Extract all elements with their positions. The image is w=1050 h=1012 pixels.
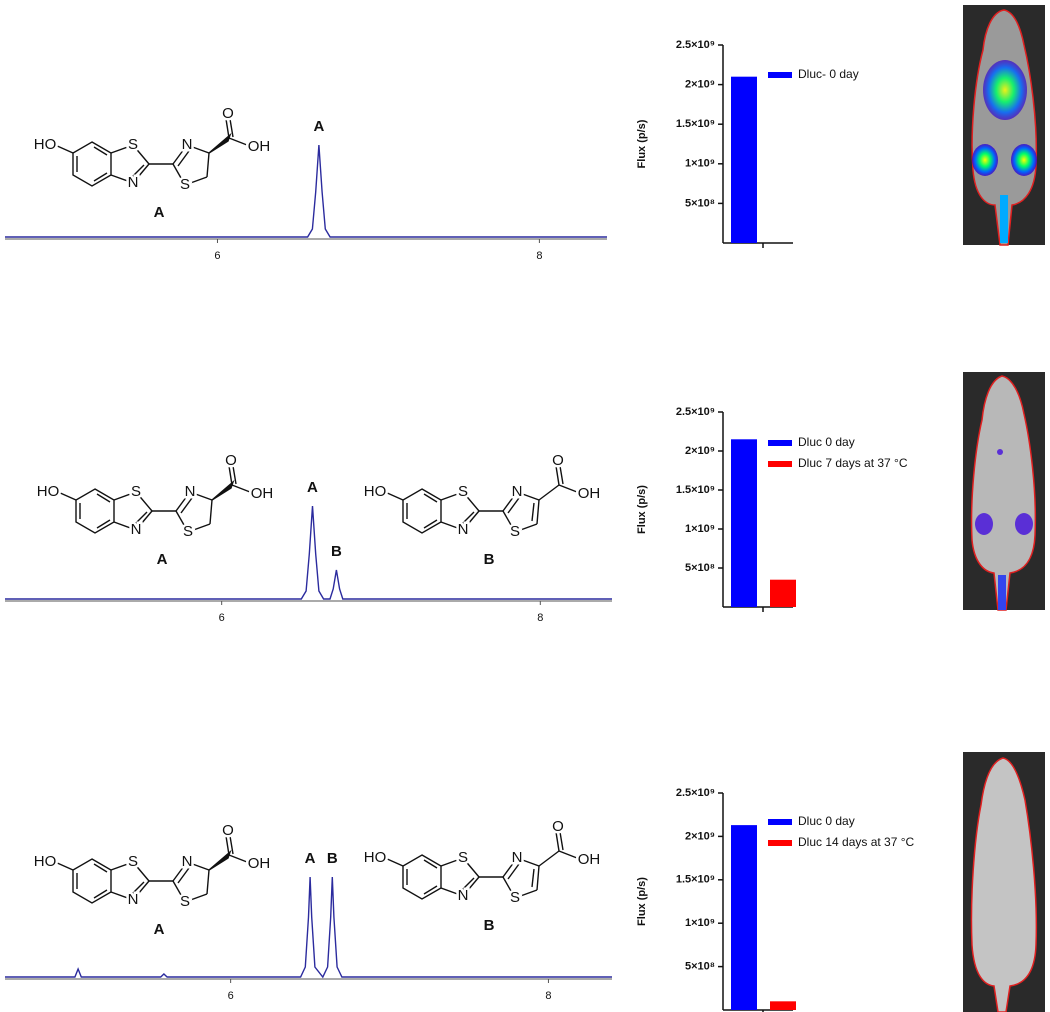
atom-label: N [128,891,139,908]
atom-label: N [182,853,193,870]
y-tick-label: 2×10⁹ [685,445,715,457]
atom-label: O [552,452,564,469]
peak-label: B [327,850,338,867]
atom-label: HO [34,136,57,153]
peak-label: A [305,850,316,867]
y-tick-label: 2×10⁹ [685,79,715,91]
chromatogram-line [5,876,612,979]
x-tick-label: 6 [214,250,220,262]
structure-caption: B [484,917,495,934]
structure [54,118,248,187]
chromatogram-line [5,144,607,238]
atom-label: OH [578,851,601,868]
peak-label: A [313,118,324,135]
atom-label: O [225,452,237,469]
legend-label: Dluc 7 days at 37 °C [798,456,908,470]
bar [770,1001,796,1010]
y-tick-label: 5×10⁸ [685,562,715,574]
atom-label: HO [37,483,60,500]
x-tick-label: 6 [219,612,225,624]
peak-label: B [331,543,342,560]
y-tick-label: 5×10⁸ [685,961,715,973]
structure [57,465,251,534]
y-tick-label: 2.5×10⁹ [676,39,715,51]
legend-swatch [768,840,792,846]
atom-label: N [185,483,196,500]
mouse-image [963,372,1045,611]
chromatogram-line [5,505,612,600]
atom-label: O [552,818,564,835]
atom-label: OH [251,485,274,502]
atom-label: N [458,887,469,904]
atom-label: S [131,483,141,500]
y-axis-label: Flux (p/s) [636,485,648,534]
atom-label: OH [248,138,271,155]
atom-label: OH [248,855,271,872]
structure [384,465,578,534]
y-tick-label: 1×10⁹ [685,158,715,170]
legend-swatch [768,819,792,825]
atom-label: S [458,483,468,500]
bar [731,76,757,244]
atom-label: HO [34,853,57,870]
structure [384,831,578,900]
peak-label: A [307,479,318,496]
atom-label: OH [578,485,601,502]
atom-label: N [182,136,193,153]
bar [731,825,757,1010]
x-tick-label: 8 [537,612,543,624]
atom-label: N [512,849,523,866]
y-tick-label: 1×10⁹ [685,917,715,929]
y-tick-label: 2.5×10⁹ [676,406,715,418]
y-tick-label: 1.5×10⁹ [676,874,715,886]
legend-label: Dluc 0 day [798,435,855,449]
atom-label: HO [364,849,387,866]
atom-label: N [128,174,139,191]
bar [770,579,796,607]
legend-swatch [768,440,792,446]
structure [54,835,248,904]
structure-caption: B [484,551,495,568]
y-tick-label: 1×10⁹ [685,523,715,535]
y-tick-label: 1.5×10⁹ [676,118,715,130]
y-axis-label: Flux (p/s) [636,119,648,168]
y-axis-label: Flux (p/s) [636,877,648,926]
legend-swatch [768,72,792,78]
x-tick-label: 6 [228,990,234,1002]
atom-label: N [458,521,469,538]
atom-label: S [510,523,520,540]
atom-label: S [128,853,138,870]
y-tick-label: 5×10⁸ [685,197,715,209]
atom-label: S [128,136,138,153]
y-tick-label: 2×10⁹ [685,830,715,842]
atom-label: O [222,822,234,839]
legend-swatch [768,461,792,467]
atom-label: S [180,176,190,193]
x-tick-label: 8 [545,990,551,1002]
atom-label: N [512,483,523,500]
bar [731,439,757,607]
mouse-image [963,5,1045,246]
y-tick-label: 1.5×10⁹ [676,484,715,496]
atom-label: N [131,521,142,538]
legend-label: Dluc 14 days at 37 °C [798,835,915,849]
mouse-image [963,752,1045,1012]
atom-label: S [183,523,193,540]
legend-label: Dluc 0 day [798,814,855,828]
atom-label: HO [364,483,387,500]
atom-label: O [222,105,234,122]
structure-caption: A [154,204,165,221]
atom-label: S [510,889,520,906]
x-tick-label: 8 [536,250,542,262]
atom-label: S [458,849,468,866]
structure-caption: A [154,921,165,938]
atom-label: S [180,893,190,910]
y-tick-label: 2.5×10⁹ [676,787,715,799]
legend-label: Dluc- 0 day [798,67,859,81]
structure-caption: A [157,551,168,568]
